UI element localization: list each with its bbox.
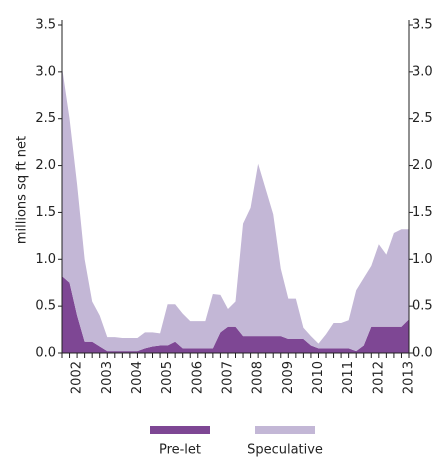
x-tick-label: 2008 [251, 361, 266, 394]
legend-swatch [150, 426, 210, 434]
x-tick-label: 2006 [190, 361, 205, 394]
y-tick-label: 1.5 [35, 205, 56, 220]
x-tick-label: 2012 [371, 361, 386, 394]
x-tick-label: 2013 [402, 361, 417, 394]
y-tick-label: 1.0 [35, 252, 56, 267]
x-tick-label: 2003 [100, 361, 115, 394]
legend-label: Pre-let [159, 443, 201, 458]
y2-tick-label: 2.0 [412, 158, 433, 173]
x-tick-label: 2005 [160, 361, 175, 394]
y-tick-label: 2.0 [35, 158, 56, 173]
y2-tick-label: 0.0 [412, 346, 433, 361]
y2-tick-label: 3.5 [412, 18, 433, 33]
y2-tick-label: 2.5 [412, 111, 433, 126]
y-tick-label: 3.0 [35, 64, 56, 79]
area [62, 67, 409, 352]
y2-tick-label: 1.0 [412, 252, 433, 267]
y-tick-label: 3.5 [35, 18, 56, 33]
x-tick-label: 2011 [341, 361, 356, 394]
x-tick-label: 2009 [281, 361, 296, 394]
x-tick-label: 2010 [311, 361, 326, 394]
y-tick-label: 2.5 [35, 111, 56, 126]
y-axis-label: millions sq ft net [15, 136, 30, 244]
x-tick-label: 2002 [70, 361, 85, 394]
y-tick-label: 0.5 [35, 299, 56, 314]
x-tick-label: 2004 [130, 361, 145, 394]
y-tick-label: 0.0 [35, 346, 56, 361]
legend-label: Speculative [247, 443, 323, 458]
y2-tick-label: 0.5 [412, 299, 433, 314]
area [62, 276, 409, 353]
x-tick-label: 2007 [220, 361, 235, 394]
legend-swatch [255, 426, 315, 434]
y2-tick-label: 1.5 [412, 205, 433, 220]
y2-tick-label: 3.0 [412, 64, 433, 79]
